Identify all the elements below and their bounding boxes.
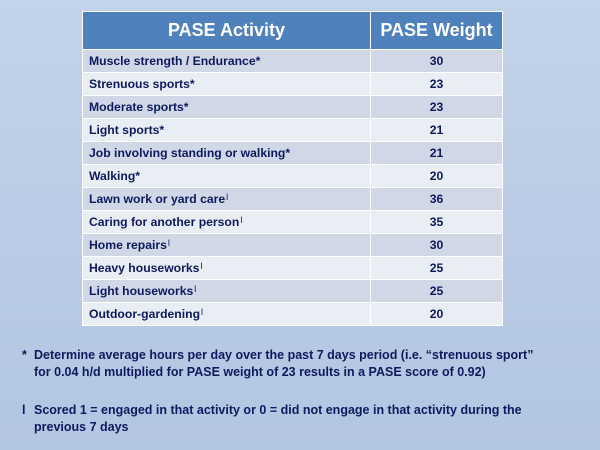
footnote-symbol-asterisk: * <box>22 348 27 362</box>
weight-cell: 21 <box>370 141 503 165</box>
activity-label: Caring for another person <box>89 215 240 229</box>
footnote-symbol-mark: l <box>22 403 26 417</box>
weight-cell: 20 <box>370 302 503 326</box>
activity-label: Strenuous sports* <box>89 77 195 91</box>
table-row: Home repairsl 30 <box>82 233 503 257</box>
footnote-mark-line1: Scored 1 = engaged in that activity or 0… <box>34 403 522 417</box>
activity-label: Outdoor-gardening <box>89 307 201 321</box>
footnote-asterisk-line2: for 0.04 h/d multiplied for PASE weight … <box>34 365 486 379</box>
table-row: Job involving standing or walking* 21 <box>82 141 503 165</box>
activity-cell: Light sports* <box>82 118 371 142</box>
weight-cell: 35 <box>370 210 503 234</box>
weight-cell: 36 <box>370 187 503 211</box>
table-header-row: PASE Activity PASE Weight <box>82 11 503 50</box>
activity-label: Lawn work or yard care <box>89 192 226 206</box>
activity-cell: Muscle strength / Endurance* <box>82 49 371 73</box>
table-row: Caring for another personl 35 <box>82 210 503 234</box>
activity-cell: Moderate sports* <box>82 95 371 119</box>
footnote-mark: l <box>240 215 243 225</box>
weight-cell: 25 <box>370 279 503 303</box>
activity-cell: Job involving standing or walking* <box>82 141 371 165</box>
activity-label: Light houseworks <box>89 284 194 298</box>
activity-cell: Outdoor-gardeningl <box>82 302 371 326</box>
footnote-asterisk-line1: Determine average hours per day over the… <box>34 348 534 362</box>
table-row: Heavy houseworksl 25 <box>82 256 503 280</box>
table-row: Walking* 20 <box>82 164 503 188</box>
footnote-mark-line2: previous 7 days <box>34 420 129 434</box>
footnote-mark: l <box>226 192 229 202</box>
header-weight: PASE Weight <box>370 11 503 50</box>
weight-cell: 21 <box>370 118 503 142</box>
footnote-mark: l Scored 1 = engaged in that activity or … <box>22 402 582 436</box>
table-row: Light sports* 21 <box>82 118 503 142</box>
weight-cell: 30 <box>370 49 503 73</box>
activity-label: Heavy houseworks <box>89 261 200 275</box>
table-row: Outdoor-gardeningl 20 <box>82 302 503 326</box>
header-activity: PASE Activity <box>82 11 371 50</box>
footnote-mark: l <box>194 284 197 294</box>
weight-cell: 20 <box>370 164 503 188</box>
activity-label: Home repairs <box>89 238 167 252</box>
activity-cell: Walking* <box>82 164 371 188</box>
table-row: Muscle strength / Endurance* 30 <box>82 49 503 73</box>
footnote-mark: l <box>167 238 170 248</box>
table-row: Moderate sports* 23 <box>82 95 503 119</box>
activity-cell: Caring for another personl <box>82 210 371 234</box>
activity-label: Light sports* <box>89 123 165 137</box>
activity-cell: Strenuous sports* <box>82 72 371 96</box>
activity-cell: Home repairsl <box>82 233 371 257</box>
table-row: Strenuous sports* 23 <box>82 72 503 96</box>
weight-cell: 30 <box>370 233 503 257</box>
activity-cell: Heavy houseworksl <box>82 256 371 280</box>
footnote-asterisk: * Determine average hours per day over th… <box>22 347 582 381</box>
weight-cell: 25 <box>370 256 503 280</box>
activity-label: Moderate sports* <box>89 100 189 114</box>
activity-cell: Lawn work or yard carel <box>82 187 371 211</box>
footnote-mark: l <box>200 261 203 271</box>
activity-label: Job involving standing or walking* <box>89 146 291 160</box>
activity-label: Muscle strength / Endurance* <box>89 54 261 68</box>
weight-cell: 23 <box>370 95 503 119</box>
activity-label: Walking* <box>89 169 141 183</box>
table-row: Lawn work or yard carel 36 <box>82 187 503 211</box>
footnote-mark: l <box>201 307 204 317</box>
pase-table: PASE Activity PASE Weight Muscle strengt… <box>82 11 503 326</box>
activity-cell: Light houseworksl <box>82 279 371 303</box>
table-row: Light houseworksl 25 <box>82 279 503 303</box>
weight-cell: 23 <box>370 72 503 96</box>
table-body: Muscle strength / Endurance* 30 Strenuous … <box>82 49 503 326</box>
